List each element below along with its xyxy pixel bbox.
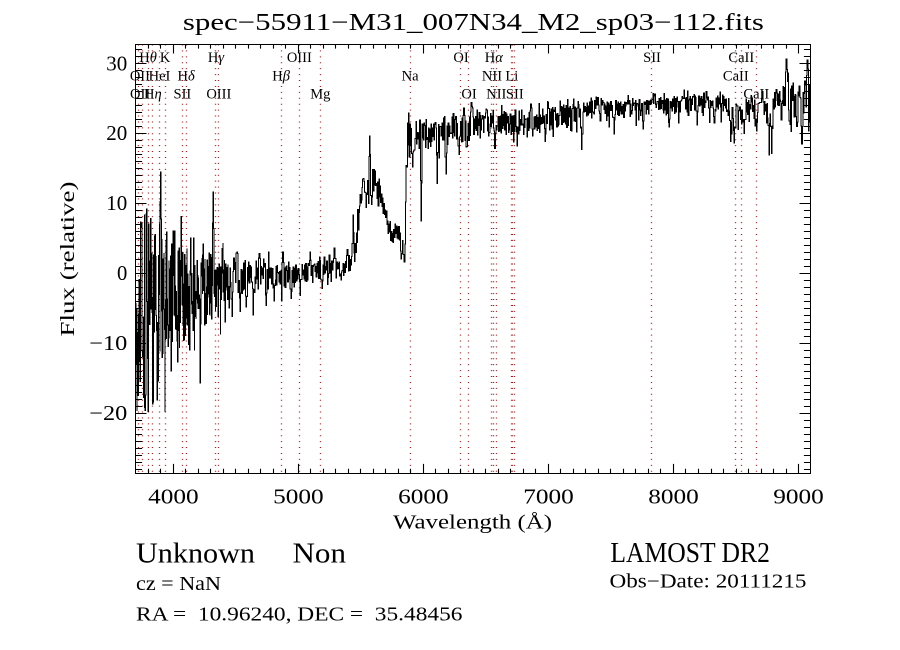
svg-text:SII: SII — [643, 50, 661, 66]
svg-text:Hδ: Hδ — [177, 68, 194, 84]
svg-text:CaII: CaII — [728, 50, 754, 66]
svg-text:SII: SII — [506, 87, 524, 103]
svg-text:K: K — [160, 50, 171, 66]
svg-text:Li: Li — [505, 68, 518, 84]
svg-text:Hη: Hη — [144, 87, 162, 103]
svg-text:7000: 7000 — [523, 486, 574, 509]
svg-text:Wavelength (Å): Wavelength (Å) — [393, 511, 552, 533]
svg-text:LAMOST DR2: LAMOST DR2 — [610, 537, 770, 569]
svg-text:Unknown: Unknown — [136, 538, 256, 570]
svg-text:OII: OII — [130, 68, 150, 84]
svg-text:HeI: HeI — [149, 68, 171, 84]
svg-text:Flux (relative): Flux (relative) — [57, 182, 79, 337]
svg-text:Hγ: Hγ — [208, 50, 225, 66]
svg-text:Na: Na — [402, 68, 419, 84]
svg-text:Hα: Hα — [485, 50, 503, 66]
svg-text:9000: 9000 — [773, 486, 824, 509]
svg-text:0: 0 — [117, 262, 127, 285]
svg-text:−10: −10 — [89, 332, 127, 355]
svg-text:NII: NII — [482, 68, 502, 84]
svg-text:OIII: OIII — [287, 50, 312, 66]
svg-text:OIII: OIII — [206, 87, 231, 103]
svg-text:CaII: CaII — [743, 87, 769, 103]
svg-text:6000: 6000 — [398, 486, 449, 509]
svg-text:−20: −20 — [89, 402, 127, 425]
svg-text:spec−55911−M31_007N34_M2_sp03−: spec−55911−M31_007N34_M2_sp03−112.fits — [183, 10, 764, 36]
svg-text:CaII: CaII — [723, 68, 749, 84]
svg-text:OI: OI — [453, 50, 468, 66]
svg-text:RA = 10.96240, DEC = 35.4845: RA = 10.96240, DEC = 35.48456 — [136, 605, 463, 626]
svg-text:8000: 8000 — [648, 486, 699, 509]
svg-text:Hβ: Hβ — [272, 68, 290, 84]
svg-text:4000: 4000 — [148, 486, 199, 509]
svg-text:OI: OI — [461, 87, 476, 103]
svg-text:30: 30 — [106, 52, 127, 75]
svg-text:20: 20 — [106, 122, 127, 145]
svg-text:NII: NII — [486, 87, 506, 103]
svg-text:Hθ: Hθ — [139, 50, 157, 66]
svg-text:5000: 5000 — [273, 486, 324, 509]
svg-text:SII: SII — [174, 87, 192, 103]
svg-text:10: 10 — [106, 192, 127, 215]
svg-text:Mg: Mg — [310, 87, 330, 103]
svg-text:Non: Non — [293, 538, 347, 570]
svg-text:cz = NaN: cz = NaN — [136, 574, 221, 595]
svg-text:Obs−Date: 20111215: Obs−Date: 20111215 — [610, 572, 807, 593]
